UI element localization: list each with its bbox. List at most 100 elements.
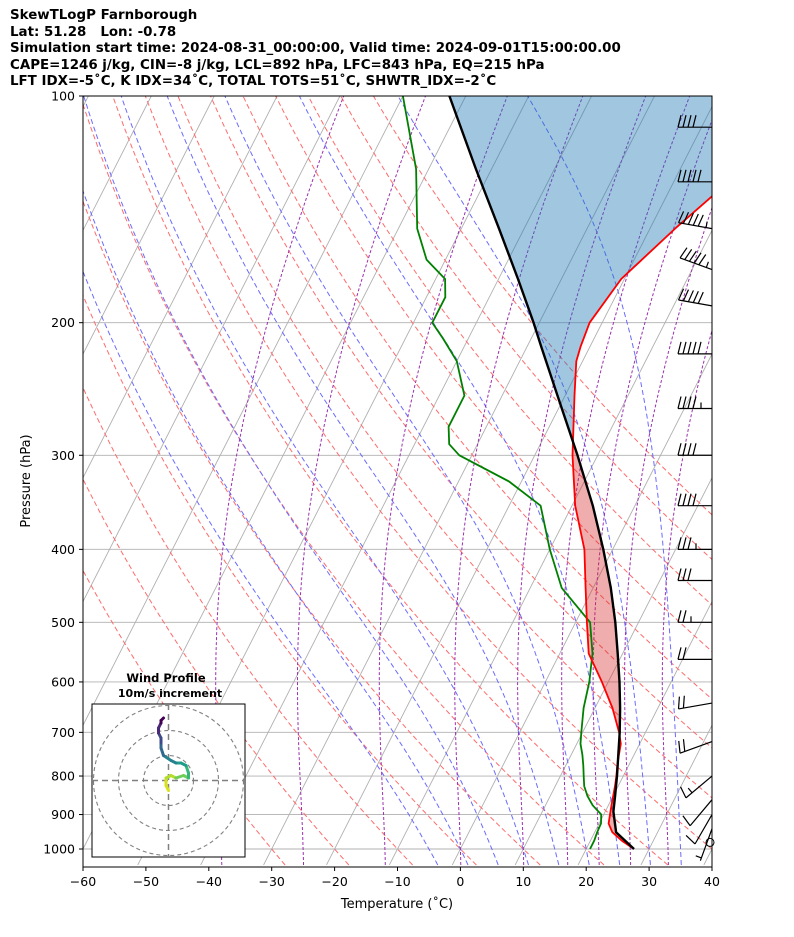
temperature-line [571,195,712,850]
moist-adiabat [224,96,590,866]
mixing-ratio-line [517,96,647,866]
y-tick-label: 600 [51,674,75,689]
x-tick-label: 0 [456,874,464,889]
wind-barb-feather [682,610,687,623]
wind-barb-feather [682,739,686,752]
wind-barb-feather [677,537,682,550]
x-tick-label: 20 [578,874,594,889]
wind-barb-feather [678,740,681,754]
y-tick-label: 900 [51,807,75,822]
wind-barb-feather [687,568,692,581]
wind-barb-feather [677,396,682,409]
wind-barb-feather [682,695,685,709]
wind-barb-half-feather [687,787,693,794]
x-tick-label: −30 [259,874,285,889]
isotherm [83,96,278,479]
wind-barb-feather [682,493,687,506]
wind-barb-feather [677,610,682,623]
isotherm [640,724,712,866]
wind-barb-feather [687,443,692,456]
isotherm [451,353,712,866]
moist-adiabat [166,96,560,866]
x-tick-label: −20 [321,874,347,889]
cin-area [572,444,621,737]
moist-adiabat [83,189,469,866]
dry-adiabat [83,386,413,866]
x-tick-label: −50 [133,874,159,889]
wind-barb-feather [677,169,682,182]
header-title: SkewTLogP Farnborough [10,8,198,23]
wind-barb-feather [692,291,699,303]
isotherm [703,848,712,866]
y-tick-label: 100 [51,89,75,104]
wind-barb-feather [698,254,707,266]
wind-barb-feather [682,396,687,409]
mixing-ratio-line [297,96,426,865]
profile-lines [402,96,712,850]
wind-barb-feather [687,115,692,128]
wind-barb-feather [677,647,682,660]
cape-area [449,96,712,445]
x-tick-label: −60 [70,874,96,889]
header-times: Simulation start time: 2024-08-31_00:00:… [10,41,621,56]
isotherm [577,600,712,866]
wind-barb-feather [687,290,694,302]
wind-barb-feather [682,815,691,827]
x-tick-label: −40 [196,874,222,889]
isotherm [83,96,152,232]
wind-barb-feather [677,115,682,128]
wind-barb-feather [687,396,692,409]
dry-adiabat [275,96,712,653]
wind-barb-shaft [678,222,713,230]
wind-barb-feather [682,647,687,660]
dry-adiabat [372,96,712,516]
dry-adiabat [242,96,712,700]
dry-adiabat [83,569,286,866]
x-axis-label: Temperature (˚C) [340,896,453,912]
wind-barb-feather [682,212,690,224]
wind-barb-feather [679,247,688,259]
wind-barb-feather [692,213,699,226]
wind-barb-shaft [689,799,713,827]
wind-barb-feather [677,568,682,581]
mixing-ratio-line [378,96,508,866]
wind-barb-feather [692,115,697,128]
wind-barb-half-feather [705,261,709,268]
wind-barb-feather [692,493,697,506]
wind-barb-feather [677,493,682,506]
wind-barb-feather [692,169,697,182]
wind-barb-half-feather [695,855,702,859]
header-indices-line: LFT IDX=-5˚C, K IDX=34˚C, TOTAL TOTS=51˚… [10,74,497,89]
moist-adiabat [83,270,439,866]
isotherm [263,96,655,866]
isotherm [83,96,341,603]
mixing-ratio-line [624,206,712,865]
mixing-ratio-line [592,118,712,866]
wind-barb-feather [682,169,687,182]
wind-barb-feather [682,537,687,550]
wind-barb-feather [682,443,687,456]
y-tick-label: 1000 [43,842,75,857]
isotherm [83,96,215,356]
x-tick-label: 40 [704,874,720,889]
wind-barb-feather [682,568,687,581]
y-tick-label: 200 [51,315,75,330]
wind-barb-shaft [685,775,713,799]
wind-barb-shaft [694,814,713,845]
wind-barb-shaft [699,828,713,861]
dry-adiabat [307,96,712,606]
mixing-ratio-line [215,96,345,866]
wind-barbs [677,115,715,861]
hodograph-subtitle: 10m/s increment [118,687,222,700]
wind-barb-feather [687,493,692,506]
hodograph-ring [117,729,220,832]
wind-barb-feather [693,252,702,264]
wind-barb-feather [692,396,697,409]
x-tick-label: 30 [641,874,657,889]
dry-adiabat [83,478,350,866]
wind-barb-shaft [678,702,713,710]
moist-adiabat [120,96,529,866]
wind-barb-feather [697,341,702,354]
chart-header: SkewTLogP Farnborough Lat: 51.28 Lon: -0… [10,8,621,91]
